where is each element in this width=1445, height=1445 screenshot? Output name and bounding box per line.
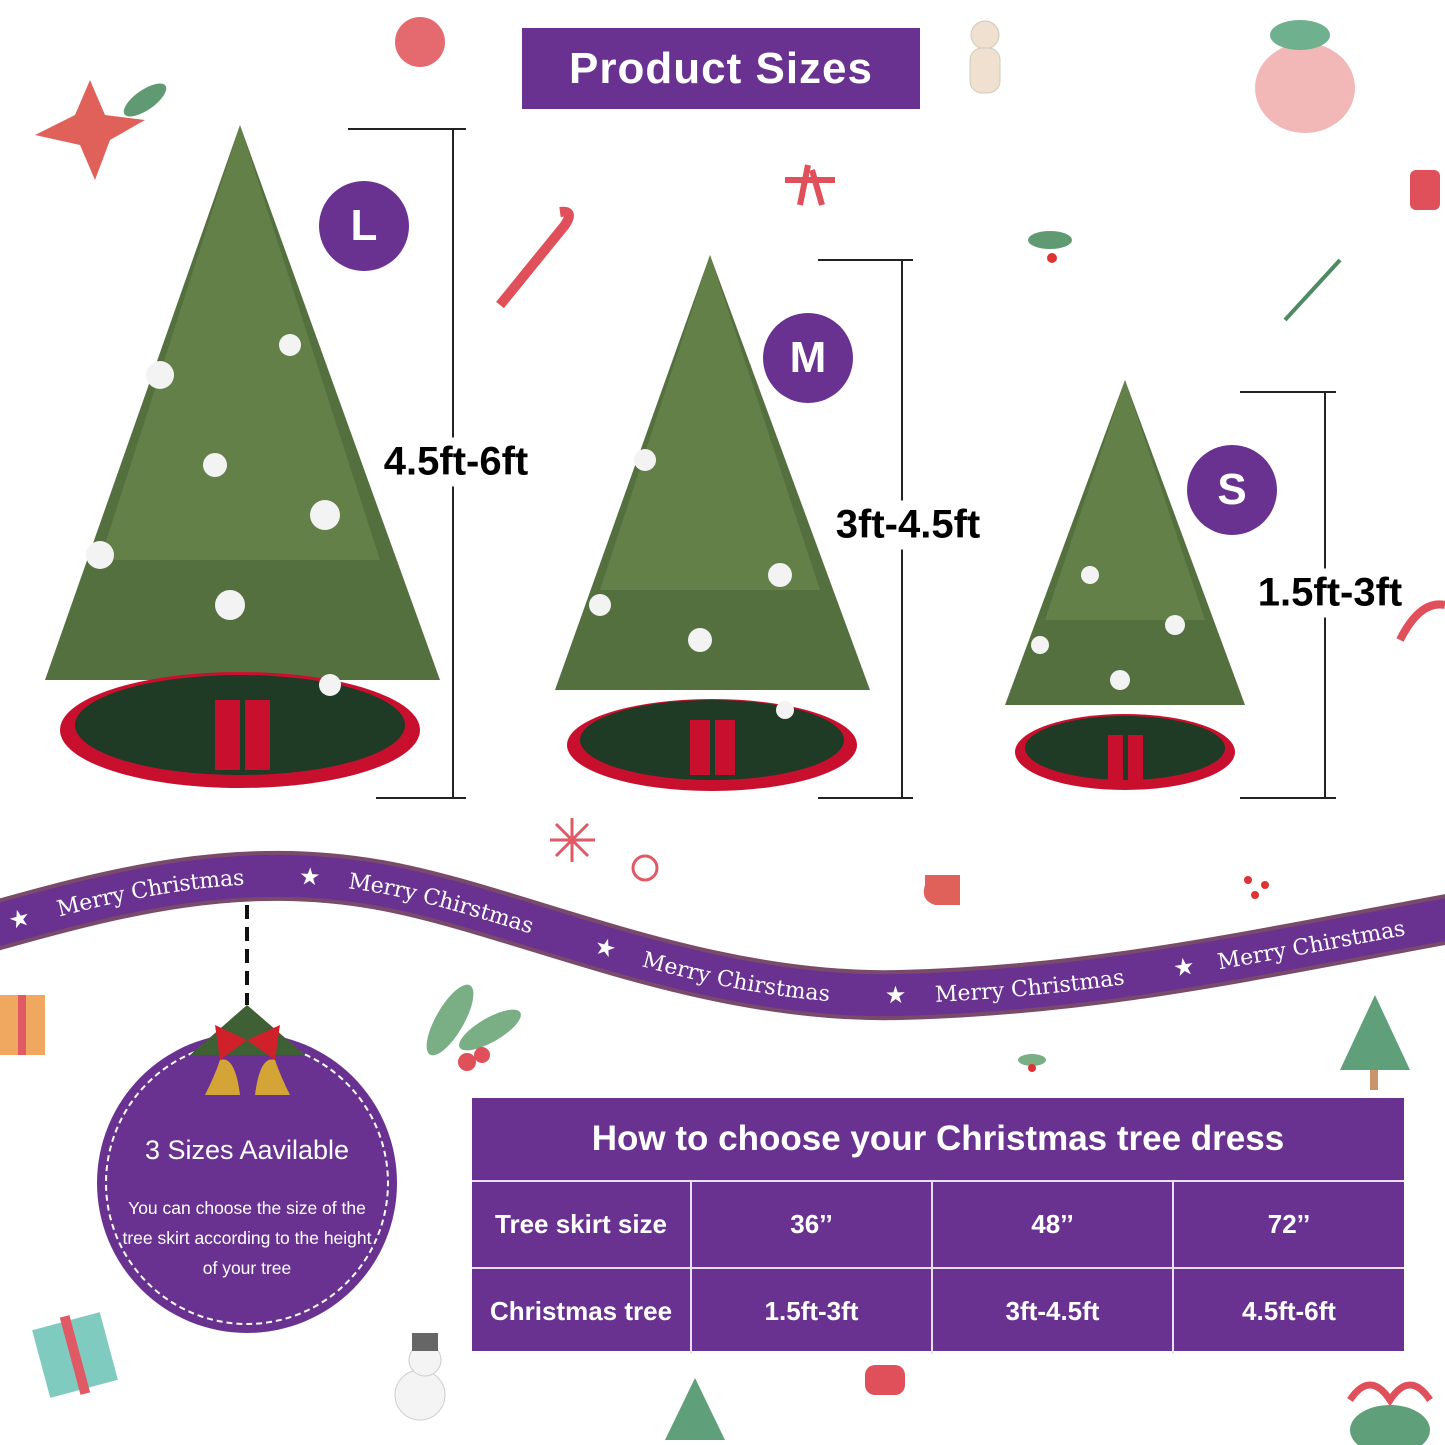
bow-icon bbox=[785, 164, 835, 206]
small-tree-icon bbox=[665, 1378, 725, 1440]
holly-icon bbox=[426, 984, 521, 1071]
snowflake-icon bbox=[631, 854, 659, 882]
small-tree-icon bbox=[1340, 995, 1410, 1090]
tree-small-image bbox=[1005, 380, 1245, 790]
row-label: Christmas tree bbox=[489, 1296, 673, 1326]
holly-icon bbox=[1018, 1054, 1046, 1072]
sizes-available-badge: 3 Sizes Aavilable You can choose the siz… bbox=[97, 1033, 397, 1333]
ornament-icon bbox=[395, 17, 445, 67]
stocking-icon bbox=[923, 875, 960, 905]
table-row: Tree skirt size 36’’ 48’’ 72’’ bbox=[472, 1182, 1404, 1267]
badge-description: You can choose the size of the tree skir… bbox=[122, 1198, 372, 1278]
table-cell: 4.5ft-6ft bbox=[1172, 1269, 1404, 1354]
merry-christmas-ribbon: Merry Christmas Merry Chirstmas Merry Ch… bbox=[0, 863, 1445, 1009]
tree-medium-image bbox=[555, 255, 870, 791]
candy-cane-icon bbox=[1396, 600, 1445, 642]
star-icon: ★ bbox=[885, 982, 907, 1009]
svg-text:★: ★ bbox=[298, 863, 321, 891]
branch-icon bbox=[1283, 258, 1342, 322]
table-row: Christmas tree 1.5ft-3ft 3ft-4.5ft 4.5ft… bbox=[472, 1267, 1404, 1354]
size-guide-table: How to choose your Christmas tree dress … bbox=[472, 1098, 1404, 1354]
gift-icon bbox=[1347, 1381, 1433, 1445]
table-cell: 48’’ bbox=[931, 1182, 1172, 1267]
holly-icon bbox=[1028, 231, 1072, 263]
table-cell: 72’’ bbox=[1172, 1182, 1404, 1267]
snowflake-icon bbox=[550, 818, 595, 862]
gift-ornament-icon bbox=[1255, 20, 1355, 133]
candy-cane-icon bbox=[496, 206, 574, 309]
height-label-large: 4.5ft-6ft bbox=[383, 437, 529, 487]
gift-icon bbox=[0, 995, 45, 1055]
badge-title: 3 Sizes Aavilable bbox=[144, 1135, 350, 1165]
table-title: How to choose your Christmas tree dress bbox=[472, 1098, 1404, 1182]
size-badge-m: M bbox=[763, 313, 853, 403]
table-cell: 1.5ft-3ft bbox=[690, 1269, 931, 1354]
svg-text:★: ★ bbox=[1171, 953, 1197, 983]
gingerbread-icon bbox=[969, 20, 1001, 94]
berries-icon bbox=[1244, 876, 1269, 899]
gift-icon bbox=[32, 1312, 118, 1398]
mitten-icon bbox=[865, 1365, 905, 1395]
size-badge-l: L bbox=[319, 181, 409, 271]
row-label: Tree skirt size bbox=[495, 1209, 667, 1239]
size-badge-s: S bbox=[1187, 445, 1277, 535]
bells-bow-icon bbox=[190, 1005, 305, 1095]
star-icon: ★ bbox=[298, 863, 321, 891]
snowman-icon bbox=[394, 1333, 446, 1421]
height-label-medium: 3ft-4.5ft bbox=[835, 500, 981, 550]
stocking-icon bbox=[1410, 170, 1440, 210]
tree-large-image bbox=[45, 125, 440, 788]
table-cell: 36’’ bbox=[690, 1182, 931, 1267]
table-cell: 3ft-4.5ft bbox=[931, 1269, 1172, 1354]
poinsettia-icon bbox=[35, 80, 167, 180]
star-icon: ★ bbox=[1171, 953, 1197, 983]
height-label-small: 1.5ft-3ft bbox=[1257, 568, 1403, 618]
page-title: Product Sizes bbox=[522, 28, 920, 109]
svg-text:★: ★ bbox=[885, 982, 907, 1009]
